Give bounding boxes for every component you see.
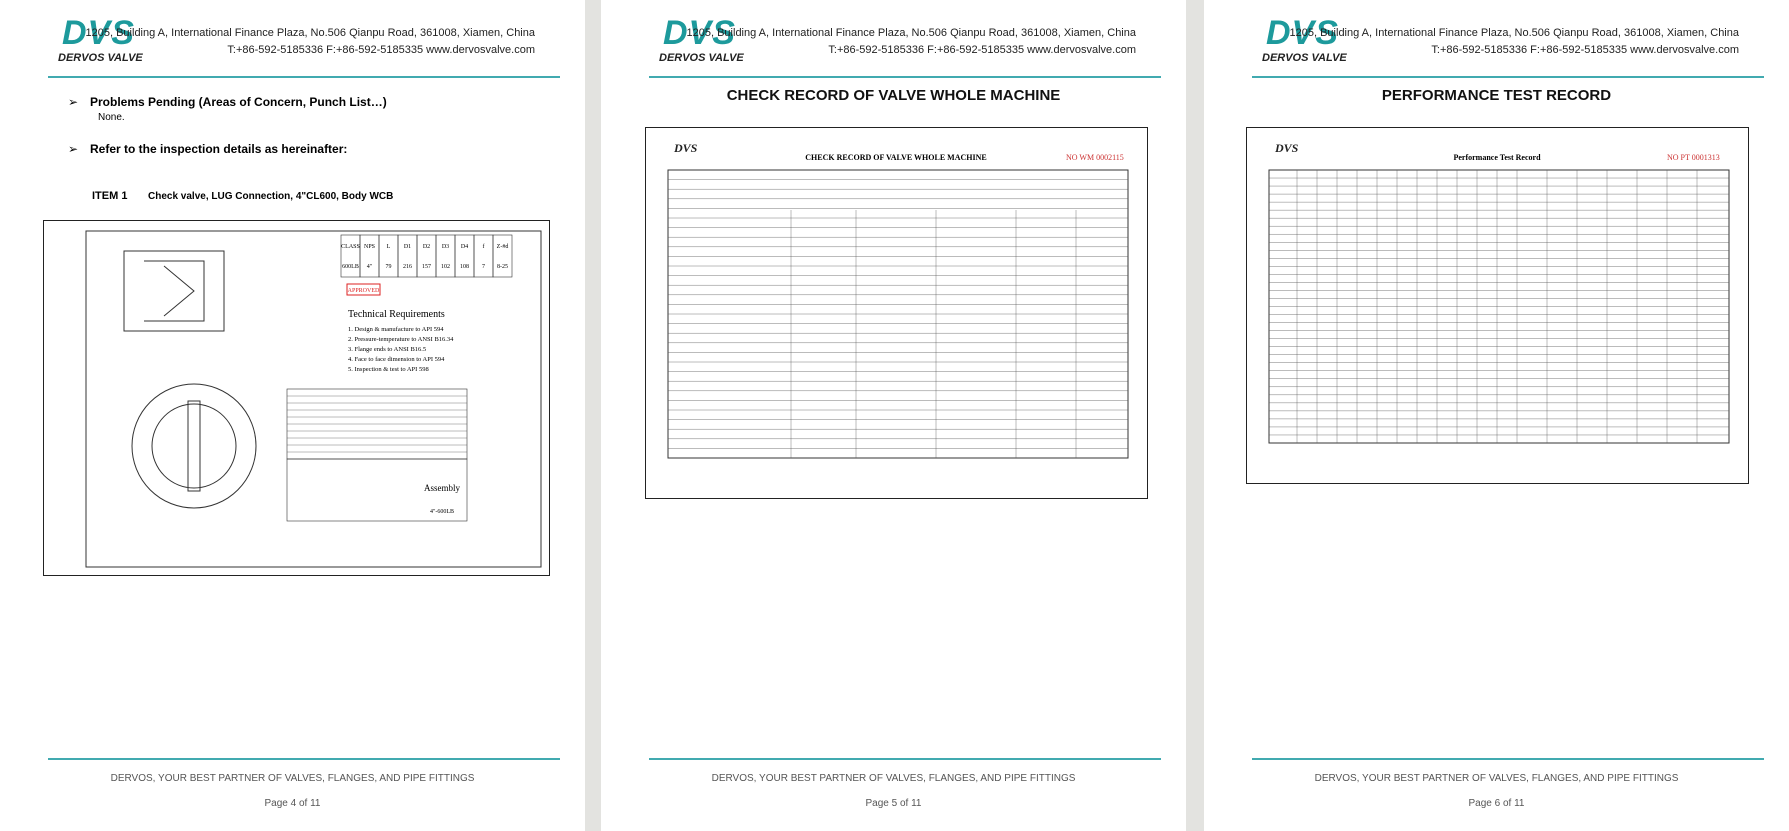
scan: DVS CHECK RECORD OF VALVE WHOLE MACHINE NO… [645, 127, 1148, 499]
contact: T:+86-592-5185336 F:+86-592-5185335 www.… [1431, 44, 1739, 56]
slogan: DERVOS, YOUR BEST PARTNER OF VALVES, FLA… [711, 773, 1076, 784]
bullet-note: None. [98, 112, 125, 123]
column-header: CLASS [341, 244, 360, 250]
contact: T:+86-592-5185336 F:+86-592-5185335 www.… [828, 44, 1136, 56]
requirement: 5. Inspection & test to API 598 [348, 366, 429, 373]
page: DVS DERVOS VALVE 1205, Building A, Interna… [0, 0, 585, 831]
frame [85, 230, 542, 568]
column-header: Z-#d [497, 244, 509, 250]
brand: DERVOS VALVE [58, 52, 143, 64]
stamp-box [346, 283, 381, 296]
cell-value: 7 [482, 264, 485, 270]
scan-heading: Performance Test Record [1453, 153, 1541, 162]
footer-line [1252, 758, 1764, 760]
scan-heading: CHECK RECORD OF VALVE WHOLE MACHINE [805, 153, 986, 162]
logo: DVS [663, 14, 736, 52]
column-header: D3 [442, 244, 449, 250]
header-line [1252, 76, 1764, 78]
cell [416, 234, 437, 278]
cell-value: 157 [422, 264, 431, 270]
scan-number: NO WM 0002115 [1066, 153, 1124, 162]
cell-value: 216 [403, 264, 412, 270]
valve-side [123, 250, 225, 332]
cell-value: 4" [367, 264, 373, 270]
page-label: Page 4 of 11 [264, 798, 321, 809]
column-header: D4 [461, 244, 468, 250]
requirements-title: Technical Requirements [348, 309, 445, 320]
scan-svg: DVS Performance Test Record NO PT 0001313 [1268, 141, 1730, 444]
valve-side-detail [144, 260, 205, 322]
valve-front [131, 383, 257, 509]
page: DVS DERVOS VALVE 1205, Building A, Interna… [601, 0, 1186, 831]
slogan: DERVOS, YOUR BEST PARTNER OF VALVES, FLA… [110, 773, 475, 784]
requirement: 1. Design & manufacture to API 594 [348, 326, 444, 333]
cell [359, 234, 380, 278]
cell-value: 8-25 [497, 264, 508, 270]
bullet: Refer to the inspection details as herei… [90, 142, 348, 156]
column-header: NPS [364, 244, 375, 250]
cell-value: 102 [441, 264, 450, 270]
page: DVS DERVOS VALVE 1205, Building A, Interna… [1204, 0, 1789, 831]
page-label: Page 6 of 11 [1468, 798, 1525, 809]
address: 1205, Building A, International Finance … [85, 27, 535, 39]
bullet-arrow: ➢ [68, 142, 79, 156]
page-title: PERFORMANCE TEST RECORD [1381, 87, 1612, 104]
cell [340, 234, 361, 278]
column-header: D1 [404, 244, 411, 250]
valve-plate [187, 400, 201, 492]
item-label: ITEM 1 [92, 190, 128, 202]
title-block [286, 458, 468, 522]
cell [397, 234, 418, 278]
cell [435, 234, 456, 278]
footer-line [48, 758, 560, 760]
address: 1205, Building A, International Finance … [1289, 27, 1739, 39]
logo: DVS [1266, 14, 1339, 52]
valve-front-inner [151, 403, 237, 489]
scan-number: NO PT 0001313 [1667, 153, 1720, 162]
title-block-size: 4"-600LB [430, 509, 454, 515]
item-description: Check valve, LUG Connection, 4"CL600, Bo… [148, 191, 394, 202]
column-header: L [387, 244, 391, 250]
bullet: Problems Pending (Areas of Concern, Punc… [90, 95, 387, 109]
header-line [649, 76, 1161, 78]
header-line [48, 76, 560, 78]
page-title: CHECK RECORD OF VALVE WHOLE MACHINE [726, 87, 1061, 104]
cell-value: 600LB [342, 264, 359, 270]
cell [473, 234, 494, 278]
scan: DVS Performance Test Record NO PT 0001313 [1246, 127, 1749, 484]
requirement: 2. Pressure-temperature to ANSI B16.34 [348, 336, 454, 343]
cell [454, 234, 475, 278]
drawing-svg: CLASS 600LB NPS 4" L 79 D1 216 D2 157 D3 102 D4 108 f 7… [85, 230, 542, 568]
bullet-arrow: ➢ [68, 95, 79, 109]
requirement: 4. Face to face dimension to API 594 [348, 356, 445, 363]
cell [378, 234, 399, 278]
scan-svg: DVS CHECK RECORD OF VALVE WHOLE MACHINE NO… [667, 141, 1129, 459]
address: 1205, Building A, International Finance … [686, 27, 1136, 39]
requirement: 3. Flange ends to ANSI B16.5 [348, 346, 426, 353]
brand: DERVOS VALVE [1262, 52, 1347, 64]
brand: DERVOS VALVE [659, 52, 744, 64]
cell-value: 79 [386, 264, 392, 270]
logo: DVS [62, 14, 135, 52]
footer-line [649, 758, 1161, 760]
slogan: DERVOS, YOUR BEST PARTNER OF VALVES, FLA… [1314, 773, 1679, 784]
drawing: CLASS 600LB NPS 4" L 79 D1 216 D2 157 D3 102 D4 108 f 7… [43, 220, 550, 576]
column-header: D2 [423, 244, 430, 250]
page-label: Page 5 of 11 [865, 798, 922, 809]
title-block-name: Assembly [424, 483, 461, 493]
scan-logo: DVS [1274, 141, 1299, 155]
column-header: f [483, 243, 485, 250]
stamp: APPROVED [348, 288, 380, 294]
scan-logo: DVS [673, 141, 698, 155]
contact: T:+86-592-5185336 F:+86-592-5185335 www.… [227, 44, 535, 56]
cell [492, 234, 513, 278]
cell-value: 108 [460, 264, 469, 270]
